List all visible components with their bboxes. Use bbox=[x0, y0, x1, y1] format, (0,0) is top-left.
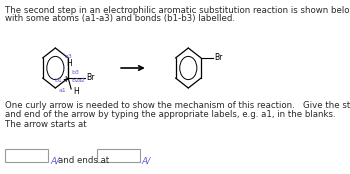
FancyBboxPatch shape bbox=[97, 149, 140, 162]
Text: One curly arrow is needed to show the mechanism of this reaction.   Give the sta: One curly arrow is needed to show the me… bbox=[5, 101, 350, 110]
Text: a2: a2 bbox=[78, 78, 86, 84]
Text: b3: b3 bbox=[72, 70, 80, 76]
Text: The second step in an electrophilic aromatic substitution reaction is shown belo: The second step in an electrophilic arom… bbox=[5, 6, 350, 15]
FancyBboxPatch shape bbox=[5, 149, 48, 162]
Text: A/: A/ bbox=[50, 156, 60, 165]
Text: H: H bbox=[74, 88, 79, 97]
Text: and end of the arrow by typing the appropriate labels, e.g. a1, in the blanks.: and end of the arrow by typing the appro… bbox=[5, 110, 336, 119]
Text: a3: a3 bbox=[65, 53, 73, 58]
Text: b2: b2 bbox=[72, 78, 80, 84]
Text: Br: Br bbox=[215, 53, 223, 62]
Text: A/: A/ bbox=[142, 156, 151, 165]
Text: H: H bbox=[66, 60, 72, 69]
Text: The arrow starts at: The arrow starts at bbox=[5, 120, 87, 129]
Text: Br: Br bbox=[87, 73, 95, 82]
Text: a1: a1 bbox=[59, 88, 67, 93]
Text: with some atoms (a1-a3) and bonds (b1-b3) labelled.: with some atoms (a1-a3) and bonds (b1-b3… bbox=[5, 14, 235, 23]
Text: b1: b1 bbox=[55, 78, 63, 84]
Text: +: + bbox=[62, 76, 68, 85]
Text: and ends at: and ends at bbox=[58, 156, 110, 165]
